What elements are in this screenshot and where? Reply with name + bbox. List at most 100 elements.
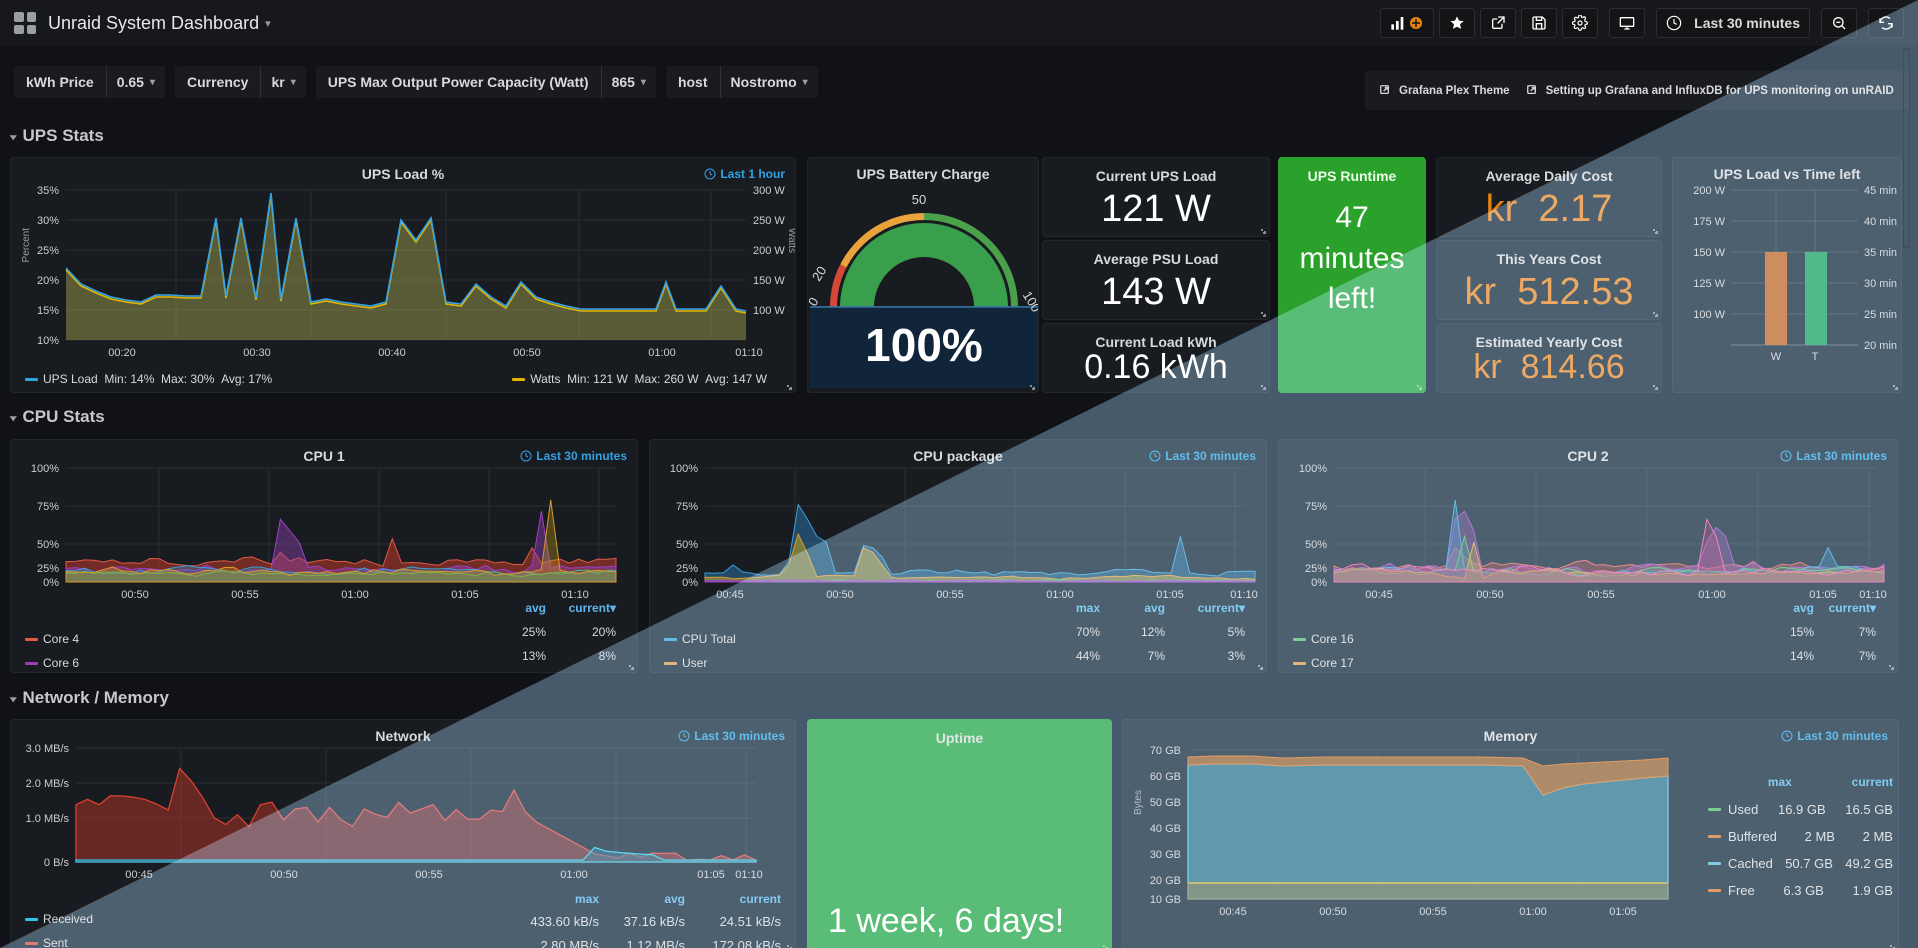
svg-text:00:55: 00:55 bbox=[415, 869, 443, 881]
svg-text:00:50: 00:50 bbox=[270, 869, 298, 881]
svg-text:01:00: 01:00 bbox=[1519, 906, 1547, 918]
svg-text:0%: 0% bbox=[43, 577, 59, 589]
svg-text:01:00: 01:00 bbox=[341, 589, 369, 601]
svg-text:current▾: current▾ bbox=[569, 601, 617, 615]
svg-text:01:10: 01:10 bbox=[735, 869, 763, 881]
svg-text:0 B/s: 0 B/s bbox=[44, 857, 70, 869]
svg-text:00:45: 00:45 bbox=[1219, 906, 1247, 918]
svg-text:44%: 44% bbox=[1076, 649, 1100, 663]
svg-text:01:05: 01:05 bbox=[1609, 906, 1637, 918]
svg-text:40 min: 40 min bbox=[1864, 216, 1897, 228]
svg-text:50%: 50% bbox=[676, 539, 698, 551]
svg-text:20: 20 bbox=[809, 264, 829, 284]
svg-text:T: T bbox=[1812, 351, 1819, 363]
svg-text:125 W: 125 W bbox=[1693, 278, 1725, 290]
svg-text:7%: 7% bbox=[1859, 649, 1877, 663]
svg-text:current▾: current▾ bbox=[1829, 601, 1877, 615]
svg-text:3.0 MB/s: 3.0 MB/s bbox=[26, 743, 70, 755]
svg-text:00:55: 00:55 bbox=[1587, 589, 1615, 601]
svg-text:50%: 50% bbox=[37, 539, 59, 551]
svg-text:max: max bbox=[1076, 601, 1100, 615]
svg-text:01:05: 01:05 bbox=[1809, 589, 1837, 601]
svg-text:1.0 MB/s: 1.0 MB/s bbox=[26, 813, 70, 825]
svg-text:00:30: 00:30 bbox=[243, 347, 271, 359]
svg-text:W: W bbox=[1771, 351, 1782, 363]
svg-text:75%: 75% bbox=[676, 501, 698, 513]
svg-text:100%: 100% bbox=[1299, 463, 1327, 475]
svg-text:01:10: 01:10 bbox=[561, 589, 589, 601]
svg-text:10%: 10% bbox=[37, 335, 59, 347]
svg-text:30%: 30% bbox=[37, 215, 59, 227]
svg-text:00:50: 00:50 bbox=[121, 589, 149, 601]
svg-text:avg: avg bbox=[525, 601, 546, 615]
svg-text:200 W: 200 W bbox=[753, 245, 785, 257]
svg-text:14%: 14% bbox=[1790, 649, 1814, 663]
svg-text:00:50: 00:50 bbox=[513, 347, 541, 359]
svg-text:20%: 20% bbox=[37, 275, 59, 287]
svg-text:150 W: 150 W bbox=[1693, 247, 1725, 259]
svg-text:0%: 0% bbox=[682, 577, 698, 589]
svg-text:avg: avg bbox=[1144, 601, 1165, 615]
svg-text:30 min: 30 min bbox=[1864, 278, 1897, 290]
svg-text:00:40: 00:40 bbox=[378, 347, 406, 359]
svg-text:70 GB: 70 GB bbox=[1150, 745, 1181, 757]
svg-text:00:50: 00:50 bbox=[1319, 906, 1347, 918]
svg-text:00:45: 00:45 bbox=[125, 869, 153, 881]
svg-text:300 W: 300 W bbox=[753, 185, 785, 197]
svg-text:175 W: 175 W bbox=[1693, 216, 1725, 228]
svg-text:01:00: 01:00 bbox=[648, 347, 676, 359]
svg-text:01:10: 01:10 bbox=[1230, 589, 1258, 601]
svg-text:50 GB: 50 GB bbox=[1150, 797, 1181, 809]
svg-text:35 min: 35 min bbox=[1864, 247, 1897, 259]
svg-text:25%: 25% bbox=[1305, 563, 1327, 575]
svg-text:50%: 50% bbox=[1305, 539, 1327, 551]
svg-text:2.0 MB/s: 2.0 MB/s bbox=[26, 778, 70, 790]
svg-text:60 GB: 60 GB bbox=[1150, 771, 1181, 783]
svg-text:01:05: 01:05 bbox=[451, 589, 479, 601]
svg-text:avg: avg bbox=[1793, 601, 1814, 615]
svg-text:75%: 75% bbox=[37, 501, 59, 513]
svg-text:15%: 15% bbox=[37, 305, 59, 317]
svg-text:7%: 7% bbox=[1859, 625, 1877, 639]
svg-text:25 min: 25 min bbox=[1864, 309, 1897, 321]
svg-text:50: 50 bbox=[912, 192, 926, 207]
svg-text:30 GB: 30 GB bbox=[1150, 849, 1181, 861]
svg-text:01:05: 01:05 bbox=[697, 869, 725, 881]
svg-text:00:20: 00:20 bbox=[108, 347, 136, 359]
svg-text:25%: 25% bbox=[37, 563, 59, 575]
svg-text:current▾: current▾ bbox=[1198, 601, 1246, 615]
svg-text:00:55: 00:55 bbox=[231, 589, 259, 601]
svg-text:8%: 8% bbox=[599, 649, 617, 663]
svg-text:45 min: 45 min bbox=[1864, 185, 1897, 197]
svg-text:100 W: 100 W bbox=[1693, 309, 1725, 321]
svg-text:00:45: 00:45 bbox=[716, 589, 744, 601]
svg-text:75%: 75% bbox=[1305, 501, 1327, 513]
svg-text:100%: 100% bbox=[865, 319, 983, 371]
svg-text:20 GB: 20 GB bbox=[1150, 875, 1181, 887]
svg-text:13%: 13% bbox=[522, 649, 546, 663]
svg-text:25%: 25% bbox=[522, 625, 546, 639]
svg-text:01:05: 01:05 bbox=[1156, 589, 1184, 601]
svg-text:40 GB: 40 GB bbox=[1150, 823, 1181, 835]
svg-text:12%: 12% bbox=[1141, 625, 1165, 639]
svg-text:01:10: 01:10 bbox=[735, 347, 763, 359]
svg-text:20%: 20% bbox=[592, 625, 616, 639]
svg-text:25%: 25% bbox=[676, 563, 698, 575]
svg-text:01:00: 01:00 bbox=[560, 869, 588, 881]
svg-text:150 W: 150 W bbox=[753, 275, 785, 287]
svg-text:100 W: 100 W bbox=[753, 305, 785, 317]
svg-text:3%: 3% bbox=[1228, 649, 1246, 663]
svg-text:00:45: 00:45 bbox=[1365, 589, 1393, 601]
svg-text:10 GB: 10 GB bbox=[1150, 894, 1181, 906]
svg-text:01:00: 01:00 bbox=[1698, 589, 1726, 601]
svg-text:00:55: 00:55 bbox=[1419, 906, 1447, 918]
svg-text:20 min: 20 min bbox=[1864, 340, 1897, 352]
svg-text:00:50: 00:50 bbox=[826, 589, 854, 601]
svg-text:01:10: 01:10 bbox=[1859, 589, 1887, 601]
svg-text:0%: 0% bbox=[1311, 577, 1327, 589]
svg-text:35%: 35% bbox=[37, 185, 59, 197]
svg-text:7%: 7% bbox=[1148, 649, 1166, 663]
svg-text:70%: 70% bbox=[1076, 625, 1100, 639]
svg-text:100%: 100% bbox=[670, 463, 698, 475]
svg-text:15%: 15% bbox=[1790, 625, 1814, 639]
